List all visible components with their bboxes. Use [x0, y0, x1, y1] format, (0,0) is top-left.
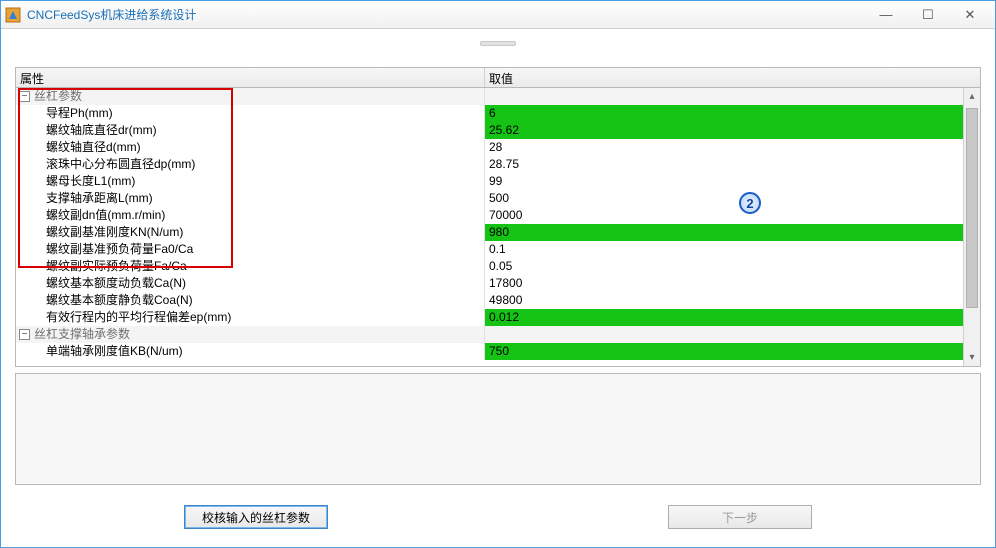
property-row[interactable]: 螺纹副基准刚度KN(N/um) 980	[16, 224, 980, 241]
header-value[interactable]: 取值	[485, 68, 980, 87]
property-row[interactable]: 螺纹基本额度动负载Ca(N) 17800	[16, 275, 980, 292]
app-window: CNCFeedSys机床进给系统设计 — ☐ ✕ 属性 取值 2 −丝杠参数导程…	[0, 0, 996, 548]
grid-header: 属性 取值	[16, 68, 980, 88]
property-name: 螺纹基本额度动负载Ca(N)	[46, 275, 186, 292]
property-name: 螺纹副实际预负荷量Fa/Ca	[46, 258, 187, 275]
property-row[interactable]: 螺纹轴直径d(mm) 28	[16, 139, 980, 156]
scroll-thumb[interactable]	[966, 108, 978, 308]
property-value[interactable]: 0.05	[485, 258, 963, 275]
property-value[interactable]: 17800	[485, 275, 963, 292]
header-name[interactable]: 属性	[16, 68, 485, 87]
property-grid: 属性 取值 2 −丝杠参数导程Ph(mm)6螺纹轴底直径dr(mm)25.62螺…	[15, 67, 981, 367]
next-button[interactable]: 下一步	[668, 505, 812, 529]
property-row[interactable]: 螺纹轴底直径dr(mm) 25.62	[16, 122, 980, 139]
property-value[interactable]: 28	[485, 139, 963, 156]
vertical-scrollbar[interactable]: ▴ ▾	[963, 88, 980, 366]
property-row[interactable]: 螺纹副基准预负荷量Fa0/Ca 0.1	[16, 241, 980, 258]
property-name: 螺纹轴底直径dr(mm)	[46, 122, 157, 139]
property-row[interactable]: 螺纹基本额度静负载Coa(N) 49800	[16, 292, 980, 309]
group-row[interactable]: −丝杠参数	[16, 88, 980, 105]
property-row[interactable]: 支撑轴承距离L(mm) 500	[16, 190, 980, 207]
app-icon	[5, 7, 21, 23]
verify-button[interactable]: 校核输入的丝杠参数	[184, 505, 328, 529]
property-value[interactable]: 0.1	[485, 241, 963, 258]
minimize-button[interactable]: —	[865, 2, 907, 28]
property-row[interactable]: 螺纹副实际预负荷量Fa/Ca 0.05	[16, 258, 980, 275]
property-value[interactable]: 980	[485, 224, 963, 241]
close-button[interactable]: ✕	[949, 2, 991, 28]
scroll-down-icon[interactable]: ▾	[964, 349, 980, 366]
property-value[interactable]: 0.012	[485, 309, 963, 326]
property-name: 螺纹轴直径d(mm)	[46, 139, 141, 156]
scroll-up-icon[interactable]: ▴	[964, 88, 980, 105]
group-label: 丝杠参数	[34, 88, 82, 105]
property-name: 螺纹副基准预负荷量Fa0/Ca	[46, 241, 193, 258]
detail-panel	[15, 373, 981, 485]
property-name: 有效行程内的平均行程偏差ep(mm)	[46, 309, 231, 326]
property-value[interactable]: 99	[485, 173, 963, 190]
property-value[interactable]: 6	[485, 105, 963, 122]
property-name: 螺母长度L1(mm)	[46, 173, 135, 190]
property-name: 滚珠中心分布圆直径dp(mm)	[46, 156, 195, 173]
property-name: 螺纹副基准刚度KN(N/um)	[46, 224, 183, 241]
property-name: 螺纹基本额度静负载Coa(N)	[46, 292, 193, 309]
property-row[interactable]: 滚珠中心分布圆直径dp(mm) 28.75	[16, 156, 980, 173]
property-row[interactable]: 螺纹副dn值(mm.r/min) 70000	[16, 207, 980, 224]
window-title: CNCFeedSys机床进给系统设计	[27, 6, 865, 23]
annotation-badge: 2	[739, 192, 761, 214]
group-row[interactable]: −丝杠支撑轴承参数	[16, 326, 980, 343]
property-value[interactable]: 70000	[485, 207, 963, 224]
group-label: 丝杠支撑轴承参数	[34, 326, 130, 343]
property-row[interactable]: 单端轴承刚度值KB(N/um) 750	[16, 343, 980, 360]
window-controls: — ☐ ✕	[865, 2, 991, 28]
maximize-button[interactable]: ☐	[907, 2, 949, 28]
property-row[interactable]: 导程Ph(mm) 6	[16, 105, 980, 122]
splitter-handle[interactable]	[480, 41, 516, 46]
property-row[interactable]: 有效行程内的平均行程偏差ep(mm) 0.012	[16, 309, 980, 326]
property-row[interactable]: 螺母长度L1(mm) 99	[16, 173, 980, 190]
property-name: 导程Ph(mm)	[46, 105, 113, 122]
client-area: 属性 取值 2 −丝杠参数导程Ph(mm)6螺纹轴底直径dr(mm)25.62螺…	[1, 29, 995, 547]
property-value[interactable]: 28.75	[485, 156, 963, 173]
property-name: 单端轴承刚度值KB(N/um)	[46, 343, 183, 360]
property-name: 支撑轴承距离L(mm)	[46, 190, 153, 207]
collapse-icon[interactable]: −	[19, 91, 30, 102]
button-bar: 校核输入的丝杠参数 下一步	[1, 505, 995, 529]
property-value[interactable]: 49800	[485, 292, 963, 309]
property-value[interactable]: 750	[485, 343, 963, 360]
grid-body: 2 −丝杠参数导程Ph(mm)6螺纹轴底直径dr(mm)25.62螺纹轴直径d(…	[16, 88, 980, 366]
collapse-icon[interactable]: −	[19, 329, 30, 340]
property-name: 螺纹副dn值(mm.r/min)	[46, 207, 165, 224]
property-value[interactable]: 500	[485, 190, 963, 207]
titlebar[interactable]: CNCFeedSys机床进给系统设计 — ☐ ✕	[1, 1, 995, 29]
property-value[interactable]: 25.62	[485, 122, 963, 139]
